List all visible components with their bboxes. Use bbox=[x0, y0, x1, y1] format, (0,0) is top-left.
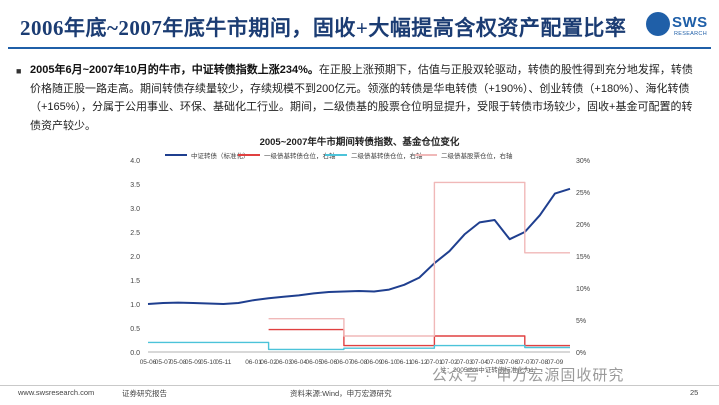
line-chart: 0.0 0.5 1.0 1.5 2.0 2.5 3.0 3.5 4.0 0% 5% 10% 15% 20%… bbox=[130, 151, 590, 374]
x-tick-label: 06-12 bbox=[411, 359, 428, 366]
x-tick-label: 07-02 bbox=[441, 359, 458, 366]
paragraph-text: 2005年6月~2007年10月的牛市，中证转债指数上涨234%。在正股上涨预期… bbox=[30, 61, 694, 135]
paragraph-lead: 2005年6月~2007年10月的牛市，中证转债指数上涨234%。 bbox=[30, 64, 319, 76]
x-tick-label: 05-10 bbox=[200, 359, 217, 366]
y-left-tick-label: 3.0 bbox=[130, 206, 140, 213]
x-tick-label: 07-05 bbox=[486, 359, 503, 366]
x-tick-label: 07-03 bbox=[456, 359, 473, 366]
footer-divider bbox=[0, 385, 719, 386]
x-tick-label: 06-10 bbox=[381, 359, 398, 366]
legend-label-2: 二级债基转债仓位，右轴 bbox=[351, 151, 423, 160]
y-left-tick-label: 2.0 bbox=[130, 254, 140, 261]
x-tick-label: 07-09 bbox=[547, 359, 564, 366]
y-right-tick-label: 5% bbox=[576, 318, 586, 325]
x-tick-label: 06-04 bbox=[290, 359, 307, 366]
footer-site[interactable]: www.swsresearch.com bbox=[18, 388, 95, 397]
y-left-tick-label: 2.5 bbox=[130, 230, 140, 237]
x-tick-label: 06-03 bbox=[275, 359, 292, 366]
title-divider bbox=[8, 47, 711, 49]
logo-text: SWS bbox=[672, 14, 708, 31]
x-tick-label: 05-07 bbox=[155, 359, 172, 366]
y-left-tick-label: 1.0 bbox=[130, 302, 140, 309]
series-line-3 bbox=[268, 181, 570, 337]
logo-subtext: RESEARCH bbox=[674, 31, 707, 37]
legend-label-0: 中证转债（标准化） bbox=[191, 151, 250, 160]
x-tick-label: 06-05 bbox=[305, 359, 322, 366]
y-left-tick-label: 1.5 bbox=[130, 278, 140, 285]
x-tick-label: 06-09 bbox=[366, 359, 383, 366]
x-tick-label: 06-01 bbox=[245, 359, 262, 366]
legend-label-3: 二级债基股票仓位，右轴 bbox=[441, 151, 513, 160]
y-left-tick-label: 0.5 bbox=[130, 326, 140, 333]
chart-title: 2005~2007年牛市期间转债指数、基金仓位变化 bbox=[259, 137, 460, 148]
watermark-text: 公众号 · 申万宏源固收研究 bbox=[432, 367, 625, 384]
x-tick-label: 05-06 bbox=[140, 359, 157, 366]
bullet-paragraph: ■ 2005年6月~2007年10月的牛市，中证转债指数上涨234%。在正股上涨… bbox=[16, 61, 694, 135]
chart-note: 注：2005/6/4中证转债标准化为1 bbox=[440, 365, 534, 374]
paragraph-body: 在正股上涨预期下，估值与正股双轮驱动，转债的股性得到充分地发挥，转债价格随正股一… bbox=[30, 64, 693, 132]
x-tick-label: 07-08 bbox=[532, 359, 549, 366]
x-tick-label: 07-04 bbox=[471, 359, 488, 366]
x-tick-label: 06-08 bbox=[351, 359, 368, 366]
footer-source: 资料来源:Wind，申万宏源研究 bbox=[290, 389, 392, 398]
x-tick-label: 07-06 bbox=[501, 359, 518, 366]
x-tick-label: 06-02 bbox=[260, 359, 277, 366]
y-right-tick-label: 10% bbox=[576, 286, 590, 293]
y-left-tick-label: 0.0 bbox=[130, 350, 140, 357]
x-tick-label: 05-11 bbox=[215, 359, 232, 366]
x-tick-label: 05-09 bbox=[185, 359, 202, 366]
series-line-2 bbox=[148, 341, 570, 351]
y-right-tick-label: 25% bbox=[576, 190, 590, 197]
x-tick-label: 07-07 bbox=[516, 359, 533, 366]
series-line-1 bbox=[268, 328, 570, 347]
slide-title: 2006年底~2007年底牛市期间，固收+大幅提高含权资产配置比率 bbox=[20, 16, 627, 40]
logo-mark-icon bbox=[646, 12, 670, 36]
x-tick-label: 05-08 bbox=[170, 359, 187, 366]
series-line-0 bbox=[147, 187, 571, 305]
sws-logo: SWS RESEARCH bbox=[646, 10, 708, 42]
y-right-tick-label: 0% bbox=[576, 350, 586, 357]
footer-label: 证券研究报告 bbox=[122, 389, 167, 398]
slide-header: 2006年底~2007年底牛市期间，固收+大幅提高含权资产配置比率 SWS RE… bbox=[0, 0, 719, 50]
y-right-tick-label: 20% bbox=[576, 222, 590, 229]
page-number: 25 bbox=[690, 388, 699, 397]
y-right-tick-label: 15% bbox=[576, 254, 590, 261]
x-tick-label: 07-01 bbox=[426, 359, 443, 366]
bullet-square-icon: ■ bbox=[16, 66, 22, 76]
x-tick-label: 06-06 bbox=[321, 359, 338, 366]
x-tick-label: 06-07 bbox=[336, 359, 353, 366]
y-right-tick-label: 30% bbox=[576, 158, 590, 165]
y-left-tick-label: 4.0 bbox=[130, 158, 140, 165]
legend-label-1: 一级债基转债仓位，右轴 bbox=[264, 151, 336, 160]
y-left-tick-label: 3.5 bbox=[130, 182, 140, 189]
x-tick-label: 06-11 bbox=[396, 359, 413, 366]
